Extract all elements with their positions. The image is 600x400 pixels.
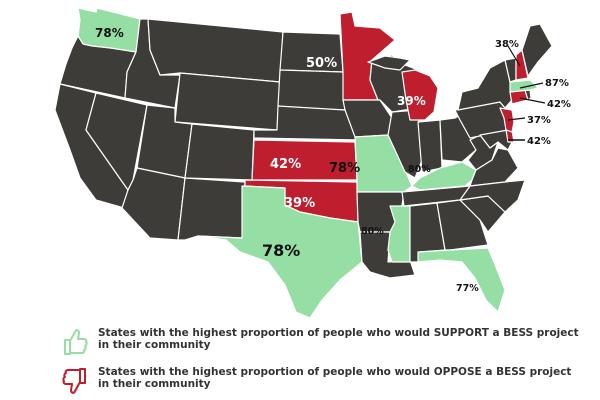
label-delaware: 42% bbox=[527, 136, 551, 147]
label-mississippi: 80% bbox=[361, 226, 384, 237]
state-florida bbox=[417, 247, 506, 313]
leader-ct bbox=[519, 97, 546, 104]
legend-oppose: States with the highest proportion of pe… bbox=[62, 366, 582, 396]
state-new-mexico bbox=[177, 177, 246, 241]
thumbs-down-icon bbox=[62, 366, 88, 396]
state-wyoming bbox=[174, 72, 281, 131]
state-south-dakota bbox=[277, 69, 346, 111]
state-massachusetts bbox=[509, 79, 539, 93]
state-maine bbox=[521, 23, 553, 77]
state-montana bbox=[147, 18, 284, 83]
leader-ma bbox=[519, 82, 544, 89]
label-connecticut: 42% bbox=[547, 99, 571, 110]
label-florida: 77% bbox=[456, 283, 479, 294]
state-colorado bbox=[184, 123, 255, 181]
state-texas bbox=[197, 185, 363, 319]
label-minnesota: 50% bbox=[306, 56, 337, 71]
state-new-hampshire bbox=[515, 49, 529, 81]
legend-support-text: States with the highest proportion of pe… bbox=[98, 327, 579, 351]
state-new-york bbox=[457, 59, 513, 111]
label-new-hampshire: 38% bbox=[495, 39, 519, 50]
state-michigan bbox=[401, 69, 439, 121]
leader-nh bbox=[507, 45, 521, 67]
label-massachusetts: 87% bbox=[545, 78, 569, 89]
leader-nj bbox=[507, 117, 526, 121]
legend-support: States with the highest proportion of pe… bbox=[62, 327, 582, 357]
thumbs-up-icon bbox=[62, 327, 88, 357]
label-oklahoma: 39% bbox=[284, 196, 315, 211]
us-map: 78% 78% 78% 80% 80% 77% 50% 39% 42% 39% … bbox=[54, 7, 571, 319]
state-new-jersey bbox=[499, 107, 515, 133]
label-washington: 78% bbox=[95, 26, 124, 40]
legend-oppose-text: States with the highest proportion of pe… bbox=[98, 366, 572, 390]
state-north-carolina bbox=[459, 179, 526, 213]
label-kentucky: 80% bbox=[408, 164, 431, 175]
label-texas: 78% bbox=[262, 241, 300, 260]
state-michigan-up bbox=[367, 55, 411, 71]
label-missouri: 78% bbox=[329, 161, 360, 176]
label-michigan: 39% bbox=[397, 94, 426, 108]
label-kansas: 42% bbox=[270, 157, 301, 172]
label-new-jersey: 37% bbox=[527, 115, 551, 126]
